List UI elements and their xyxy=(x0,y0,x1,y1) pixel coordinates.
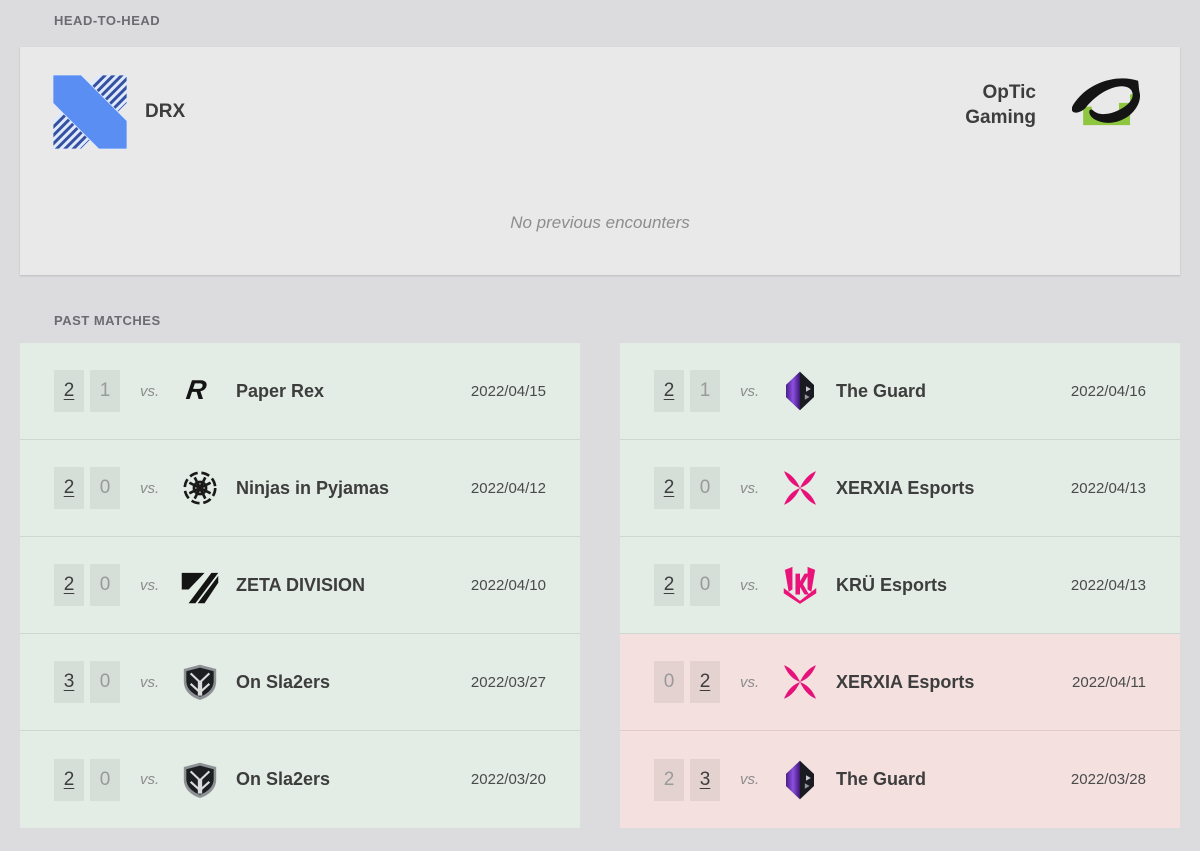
svg-text:R: R xyxy=(184,375,208,405)
